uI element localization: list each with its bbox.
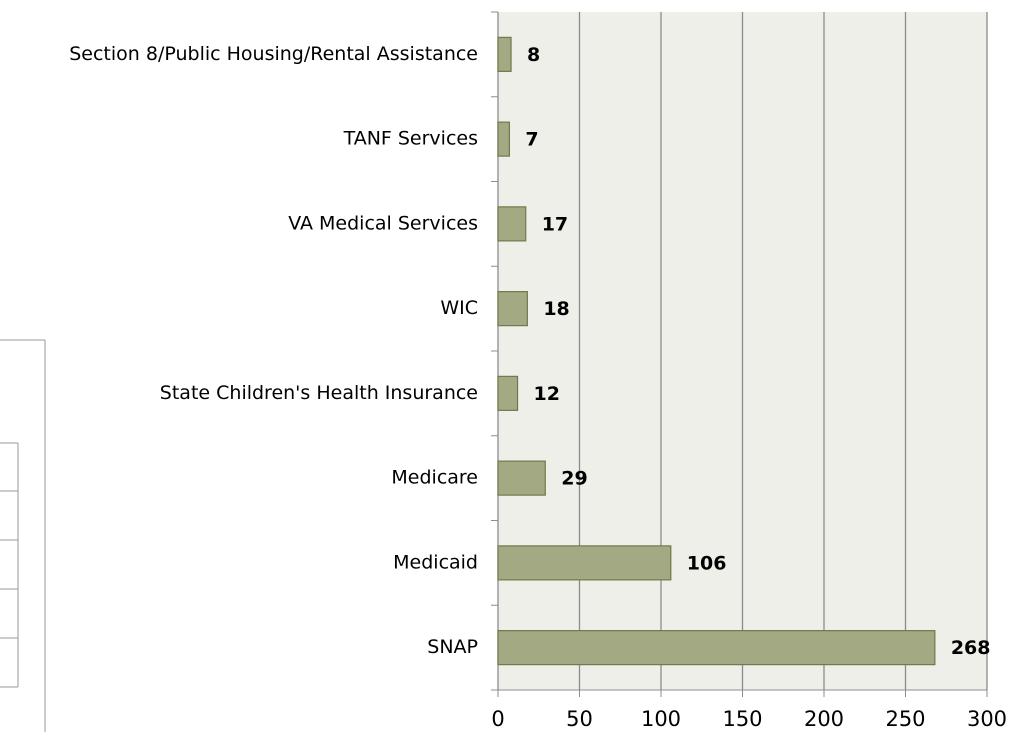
data-label: 12 <box>534 383 560 405</box>
data-label: 18 <box>543 298 569 320</box>
x-tick-label: 300 <box>967 707 1007 731</box>
y-tick-label: TANF Services <box>343 128 478 150</box>
bar <box>497 375 519 411</box>
x-tick-label: 150 <box>722 707 762 731</box>
y-tick-label: Medicaid <box>393 551 478 573</box>
y-tick-label: Section 8/Public Housing/Rental Assistan… <box>69 43 478 65</box>
y-tick-label: Medicare <box>391 467 478 489</box>
bar <box>497 460 546 496</box>
bar <box>497 291 528 327</box>
bar <box>497 36 512 72</box>
bar <box>497 545 672 581</box>
x-tick-label: 50 <box>566 707 593 731</box>
data-label: 17 <box>542 213 568 235</box>
y-tick-label: SNAP <box>427 636 478 658</box>
data-label: 106 <box>687 552 727 574</box>
x-tick-label: 0 <box>491 707 504 731</box>
data-label: 268 <box>951 637 991 659</box>
bar <box>497 206 527 242</box>
x-tick-label: 200 <box>804 707 844 731</box>
y-tick-label: WIC <box>440 297 478 319</box>
bar <box>497 121 511 157</box>
data-label: 7 <box>525 129 538 151</box>
background-fragment <box>0 339 46 732</box>
y-tick-label: VA Medical Services <box>288 212 478 234</box>
data-label: 8 <box>527 44 540 66</box>
x-tick-label: 100 <box>641 707 681 731</box>
bar <box>497 630 936 666</box>
y-tick-label: State Children's Health Insurance <box>160 382 478 404</box>
data-label: 29 <box>561 468 587 490</box>
x-tick-label: 250 <box>885 707 925 731</box>
